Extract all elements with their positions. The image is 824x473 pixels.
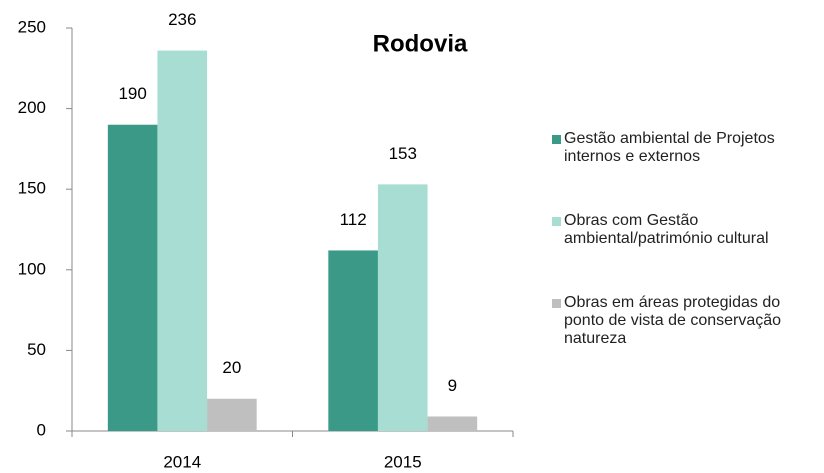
- y-tick-label: 0: [37, 420, 46, 439]
- legend: Gestão ambiental de Projetos internos e …: [552, 130, 818, 348]
- bar: [107, 124, 158, 431]
- legend-item: Gestão ambiental de Projetos internos e …: [552, 130, 818, 166]
- value-label: 112: [340, 210, 367, 229]
- legend-label: Obras com Gestão ambiental/património cu…: [564, 212, 769, 247]
- bar: [207, 398, 257, 431]
- x-tick-label: 2015: [384, 452, 422, 471]
- y-tick-label: 50: [27, 340, 46, 359]
- value-label: 9: [448, 376, 457, 395]
- legend-swatch: [552, 299, 561, 308]
- bar: [157, 50, 208, 432]
- bar: [328, 250, 378, 431]
- value-label: 236: [168, 10, 196, 29]
- value-label: 20: [222, 358, 241, 377]
- y-tick-label: 100: [18, 259, 46, 278]
- value-label: 190: [118, 84, 146, 103]
- x-tick-label: 2014: [163, 452, 201, 471]
- legend-swatch: [552, 217, 561, 226]
- bar: [427, 416, 478, 431]
- y-tick-label: 200: [18, 98, 46, 117]
- chart-title: Rodovia: [373, 30, 468, 57]
- value-label: 153: [389, 144, 417, 163]
- y-tick-label: 250: [18, 17, 46, 36]
- legend-swatch: [552, 135, 561, 144]
- y-tick-label: 150: [18, 179, 46, 198]
- bar: [377, 184, 428, 431]
- legend-label: Obras em áreas protegidas do ponto de vi…: [564, 294, 782, 347]
- legend-item: Obras em áreas protegidas do ponto de vi…: [552, 294, 818, 348]
- legend-item: Obras com Gestão ambiental/património cu…: [552, 212, 818, 248]
- legend-label: Gestão ambiental de Projetos internos e …: [564, 130, 775, 165]
